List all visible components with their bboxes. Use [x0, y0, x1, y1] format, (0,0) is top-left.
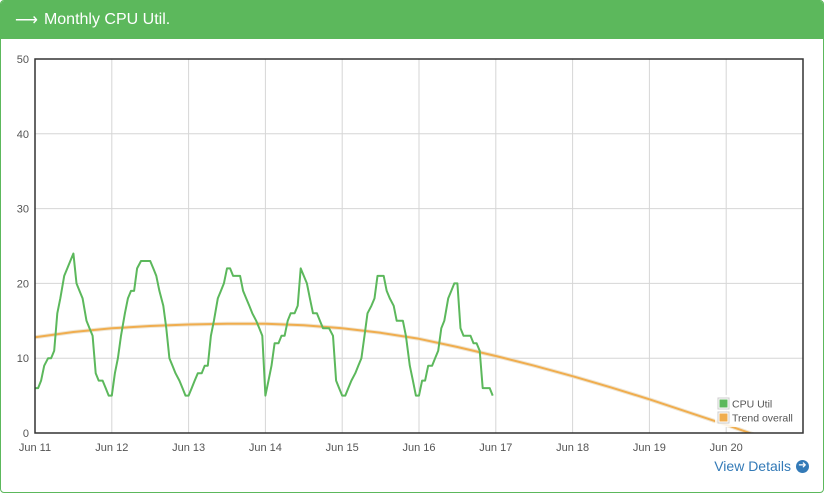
view-details-link[interactable]: View Details ➜ [714, 458, 809, 474]
x-tick-label: Jun 18 [556, 442, 589, 454]
legend-label: Trend overall [732, 413, 793, 425]
x-tick-label: Jun 14 [249, 442, 282, 454]
y-tick-label: 10 [17, 353, 29, 365]
panel-heading: ⟶ Monthly CPU Util. [1, 1, 823, 39]
y-tick-label: 30 [17, 204, 29, 216]
x-tick-label: Jun 17 [479, 442, 512, 454]
legend-swatch [719, 413, 728, 422]
y-tick-label: 0 [23, 428, 29, 440]
view-details-label: View Details [714, 458, 791, 474]
x-tick-label: Jun 20 [710, 442, 743, 454]
arrow-circle-right-icon: ➜ [796, 459, 809, 473]
cpu-util-chart: 0 10 20 30 40 50 Jun 11 Jun 12 Jun 13 Jun 14 Jun 1… [17, 54, 804, 454]
arrow-right-icon: ⟶ [15, 12, 38, 29]
legend-swatch [719, 399, 728, 408]
x-tick-label: Jun 11 [19, 442, 51, 454]
series-line-cpu-util [35, 252, 494, 397]
legend-label: CPU Util [732, 399, 772, 411]
series-line-trend-overall [35, 322, 753, 433]
y-tick-label: 40 [17, 129, 29, 141]
panel-title: Monthly CPU Util. [43, 11, 171, 28]
x-tick-label: Jun 13 [172, 442, 205, 454]
x-tick-label: Jun 19 [633, 442, 666, 454]
chart-area: 0 10 20 30 40 50 Jun 11 Jun 12 Jun 13 Jun 14 Jun 1… [1, 40, 823, 460]
y-tick-label: 50 [17, 54, 29, 66]
x-tick-label: Jun 16 [402, 442, 435, 454]
plot-border [34, 58, 804, 434]
x-tick-label: Jun 15 [326, 442, 359, 454]
x-tick-label: Jun 12 [95, 442, 128, 454]
y-tick-label: 20 [17, 278, 29, 290]
